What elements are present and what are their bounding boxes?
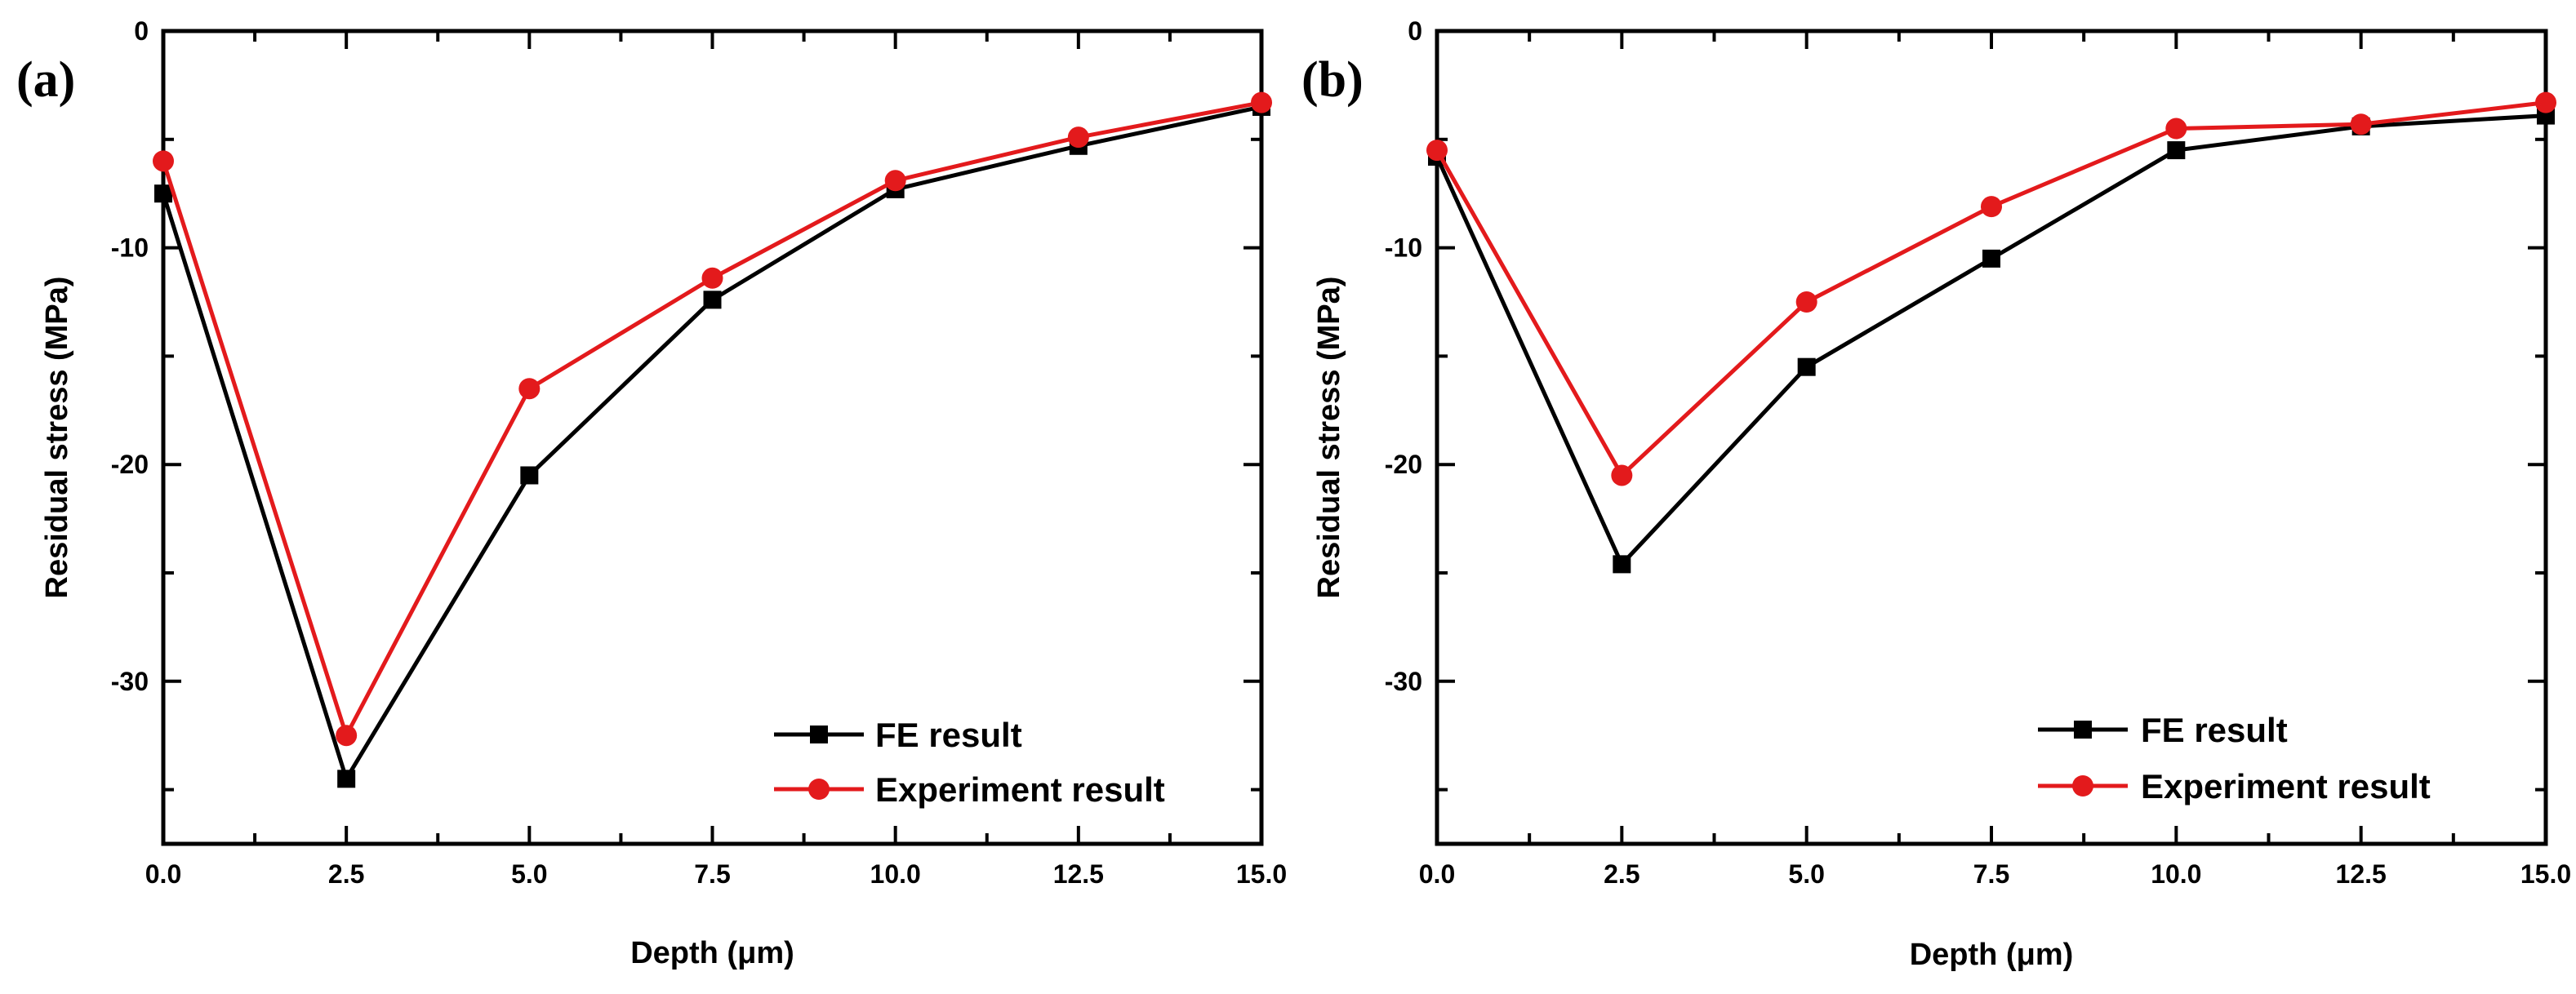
x-tick-label: 5.0: [511, 859, 547, 889]
x-tick-label: 0.0: [1419, 859, 1455, 889]
y-tick-label: -30: [1385, 667, 1422, 696]
x-tick-label: 0.0: [145, 859, 181, 889]
data-point-fe: [154, 184, 172, 203]
x-tick-label: 5.0: [1788, 859, 1824, 889]
data-point-experiment: [2165, 118, 2187, 140]
x-tick-label: 12.5: [1053, 859, 1104, 889]
data-point-experiment: [336, 725, 358, 747]
x-tick-label: 10.0: [870, 859, 921, 889]
chart-panel-a: 0.0 2.5 5.0 7.5 10.0 12.5 15.0 0 -10 -20 -30 Depth …: [16, 16, 1287, 970]
x-axis-label: Depth (μm): [630, 936, 794, 970]
y-tick-label: 0: [1408, 16, 1422, 46]
y-tick-label: -10: [1385, 233, 1422, 263]
x-tick-label: 2.5: [328, 859, 364, 889]
legend-label-experiment: Experiment result: [2141, 767, 2431, 805]
chart-panel-b: 0.0 2.5 5.0 7.5 10.0 12.5 15.0 0 -10 -20 -30 Depth …: [1301, 16, 2571, 972]
y-tick-label: -20: [1385, 450, 1422, 479]
data-point-experiment: [2350, 113, 2372, 135]
data-point-experiment: [153, 150, 174, 172]
data-point-fe: [1982, 249, 2000, 268]
panel-label: (b): [1301, 52, 1364, 108]
legend-label-experiment: Experiment result: [875, 770, 1165, 809]
data-point-fe: [1797, 357, 1816, 376]
data-point-experiment: [1251, 91, 1272, 113]
series-line-fe: [1435, 113, 2547, 566]
x-axis-label: Depth (μm): [1910, 938, 2074, 972]
data-point-fe: [703, 291, 722, 309]
x-tick-label: 15.0: [2520, 859, 2571, 889]
series-line-experiment: [161, 100, 1262, 738]
x-tick-label: 7.5: [694, 859, 730, 889]
data-point-fe: [337, 770, 356, 788]
x-tick-label: 2.5: [1604, 859, 1639, 889]
data-point-experiment: [1981, 196, 2002, 218]
y-tick-label: -30: [111, 667, 149, 696]
y-tick-label: 0: [134, 16, 149, 46]
data-point-experiment: [518, 378, 541, 400]
y-tick-label: -20: [111, 450, 149, 479]
data-point-fe: [520, 466, 539, 485]
data-point-experiment: [884, 170, 906, 192]
legend-label-fe: FE result: [2141, 711, 2288, 749]
legend-marker-fe: [810, 726, 828, 743]
y-tick-label: -10: [111, 233, 149, 263]
data-point-experiment: [2535, 91, 2556, 113]
plot-frame: [1435, 29, 2548, 846]
data-point-fe: [2167, 141, 2186, 160]
series-line-experiment: [1435, 100, 2547, 477]
x-tick-label: 7.5: [1973, 859, 2009, 889]
legend-marker-experiment: [808, 779, 830, 800]
y-axis-label: Residual stress (MPa): [1312, 277, 1346, 599]
data-point-experiment: [1067, 126, 1089, 149]
data-point-fe: [1613, 555, 1631, 574]
x-tick-label: 15.0: [1236, 859, 1287, 889]
legend-marker-fe: [2074, 721, 2092, 739]
panel-label: (a): [16, 52, 75, 108]
x-tick-label: 12.5: [2336, 859, 2387, 889]
y-axis-label: Residual stress (MPa): [40, 277, 74, 599]
data-point-experiment: [1795, 291, 1817, 313]
data-point-experiment: [1426, 140, 1448, 162]
legend-marker-experiment: [2072, 775, 2093, 797]
x-tick-label: 10.0: [2151, 859, 2201, 889]
data-point-experiment: [1611, 464, 1633, 486]
legend-label-fe: FE result: [875, 716, 1022, 754]
data-point-experiment: [701, 267, 723, 289]
